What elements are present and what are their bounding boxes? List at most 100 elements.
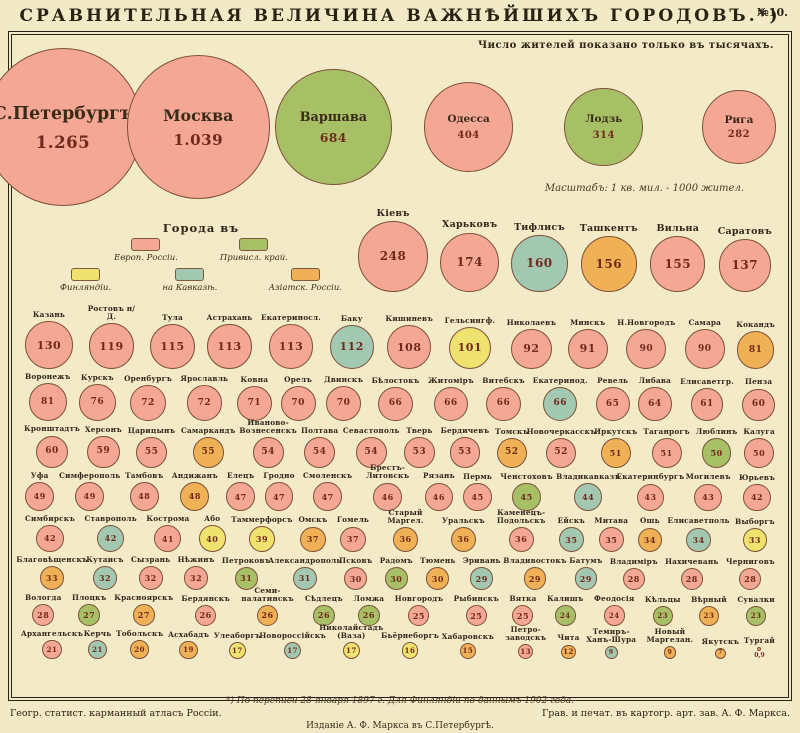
city-circle: 60 xyxy=(35,435,69,468)
city: Пенза 60 xyxy=(742,378,775,421)
city-label: Тверь xyxy=(406,426,433,436)
plate-number: №10. xyxy=(756,6,788,19)
city-value: 52 xyxy=(554,447,568,458)
city: Темиръ- Ханъ-Шура 9 xyxy=(584,628,638,659)
city-circle: 32 xyxy=(184,566,208,590)
city: Керчь 21 xyxy=(84,629,112,659)
city-label: Калишъ xyxy=(547,594,584,604)
city-value: 33 xyxy=(45,572,59,583)
city: Гельсингф. 101 xyxy=(445,316,496,369)
city: Уфа 49 xyxy=(25,471,55,511)
city: Сѣдлецъ 26 xyxy=(305,594,343,626)
city-circle: 28 xyxy=(680,567,703,590)
city: Феодосія 24 xyxy=(594,595,634,626)
city-circle: 70 xyxy=(280,385,316,421)
city-circle: 40 xyxy=(198,525,226,552)
city-value: 53 xyxy=(458,447,472,458)
city: Царицынъ 55 xyxy=(128,426,176,468)
city-circle: 28 xyxy=(32,603,55,626)
city-circle: 66 xyxy=(543,386,578,421)
city-label: Псковъ xyxy=(339,555,373,565)
city-circle: 156 xyxy=(581,235,637,292)
city-circle: 137 xyxy=(718,239,771,292)
city-circle: 25 xyxy=(465,605,487,626)
city-value: 48 xyxy=(138,491,151,502)
city-circle: 50 xyxy=(744,438,774,468)
city: Ярославль 72 xyxy=(181,375,229,421)
city-label: Ростовъ н/Д. xyxy=(87,304,136,322)
city: Севастополь 54 xyxy=(343,427,399,468)
footer-engraver-credit: Грав. и печат. въ картогр. арт. зав. А. … xyxy=(542,708,790,719)
city-label: Нѣжинъ xyxy=(177,555,215,565)
city-circle: 54 xyxy=(304,437,336,468)
city-circle: 43 xyxy=(636,483,665,511)
city-label: Бердянскъ xyxy=(181,593,231,603)
city-label: Елисаветгр. xyxy=(680,377,734,387)
legend-swatch-kv xyxy=(175,268,205,281)
city-value: 60 xyxy=(45,446,59,457)
city-value: 33 xyxy=(748,534,761,545)
city: Владивостокъ 29 xyxy=(503,557,566,590)
city-circle: 53 xyxy=(449,437,481,468)
city-label: С.Петербургъ xyxy=(0,103,134,124)
city-value: 24 xyxy=(608,611,620,621)
city-label: Баку xyxy=(340,313,363,323)
city: Полтава 54 xyxy=(301,427,338,468)
city-label: Ломжа xyxy=(353,593,385,603)
city: Тюмень 30 xyxy=(420,556,455,590)
city-circle: 51 xyxy=(651,438,682,468)
city-circle: 31 xyxy=(234,566,258,590)
city: Симферополь 49 xyxy=(59,471,120,511)
city: Лодзь 314 xyxy=(564,87,644,167)
city-value: 1.039 xyxy=(173,130,224,149)
city-circle: 76 xyxy=(79,384,116,421)
city-value: 113 xyxy=(217,340,242,354)
city: Улеаборгъ 17 xyxy=(213,630,261,659)
city-value: 55 xyxy=(144,446,159,457)
city-circle: 108 xyxy=(387,325,432,369)
city: Екатеринбургъ 43 xyxy=(617,473,684,511)
city-circle: 15 xyxy=(459,642,477,659)
city-value: 155 xyxy=(664,256,692,271)
city: Бердичевъ 53 xyxy=(441,427,490,468)
city: Ревель 65 xyxy=(595,376,630,421)
city: Або 40 xyxy=(198,515,226,552)
city: Тверь 53 xyxy=(404,427,435,468)
city-circle: 46 xyxy=(424,482,454,511)
city-label: Самара xyxy=(688,318,722,328)
city-circle: 32 xyxy=(138,566,163,590)
city-label: Черниговъ xyxy=(725,556,775,566)
city-value: 30 xyxy=(390,573,403,584)
city-value: 137 xyxy=(731,258,759,273)
city-value: 50 xyxy=(710,448,723,459)
city-label: Улеаборгъ xyxy=(213,630,261,640)
city-circle: 91 xyxy=(567,328,608,369)
city: Ейскъ 35 xyxy=(558,517,585,552)
footer: Геогр. статист. карманный атласъ Россіи.… xyxy=(10,708,790,719)
city-label: Вятка xyxy=(509,593,537,603)
city-circle: 26 xyxy=(358,604,380,626)
city-label: Владиміръ xyxy=(609,556,658,566)
city-value: 19 xyxy=(183,645,194,655)
city-label: Старый Маргел. xyxy=(387,507,424,525)
city-value: 41 xyxy=(161,533,174,544)
city-label: Курскъ xyxy=(80,373,114,383)
city: Гродно 47 xyxy=(263,472,295,511)
city-value: 66 xyxy=(444,398,458,409)
city: Харьковъ 174 xyxy=(440,209,500,292)
city-circle: 61 xyxy=(690,388,724,421)
city: Бердянскъ 26 xyxy=(181,593,231,626)
large-cities-row: С.Петербургъ 1.265 Москва 1.039 Варшава 684 Од… xyxy=(0,47,777,207)
city: Радомъ 30 xyxy=(380,556,413,590)
city: Оренбургъ 72 xyxy=(124,375,172,421)
city-value: 23 xyxy=(657,611,669,621)
city: Черниговъ 28 xyxy=(725,556,775,590)
footer-atlas-title: Геогр. статист. карманный атласъ Россіи. xyxy=(10,708,222,719)
city: Саратовъ 137 xyxy=(718,209,772,292)
city-label: Эривань xyxy=(462,556,501,566)
city: Петро- заводскъ 13 xyxy=(499,625,553,659)
city-label: Ченстоховъ xyxy=(500,471,553,481)
legend-swatch-as xyxy=(290,268,320,281)
city-label: Калуга xyxy=(743,427,775,437)
city-label: Ревель xyxy=(597,376,629,386)
